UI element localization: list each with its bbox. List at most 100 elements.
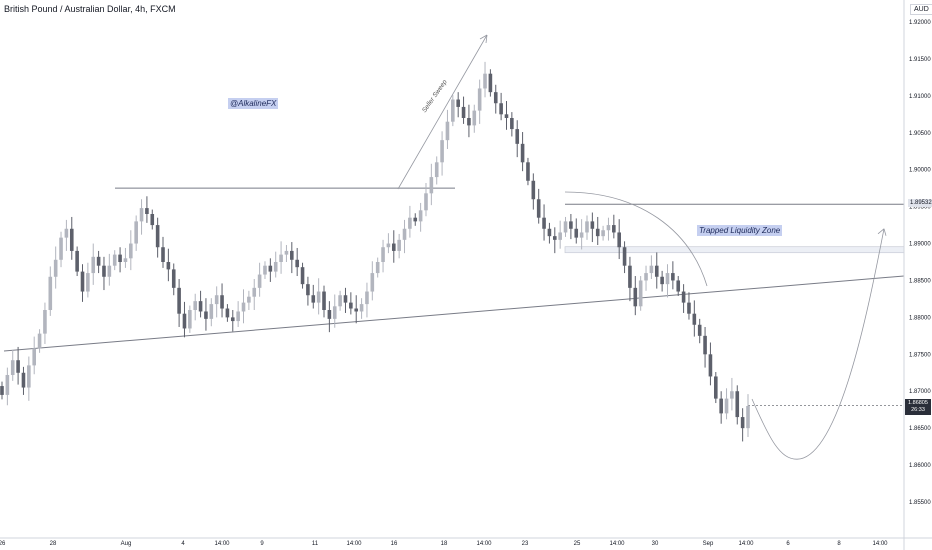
candle[interactable] [703, 326, 707, 368]
candle[interactable] [418, 202, 423, 232]
candle[interactable] [488, 69, 493, 97]
candle[interactable] [547, 222, 552, 244]
currency-badge[interactable]: AUD [910, 4, 932, 15]
candle[interactable] [617, 219, 621, 260]
time-axis[interactable]: 26 28 Aug 4 14:00 9 11 14:00 16 18 14:00 23 25 14:00 3… [0, 537, 932, 547]
candle[interactable] [69, 216, 74, 260]
candle[interactable] [493, 84, 498, 114]
candle[interactable] [193, 293, 198, 321]
candle[interactable] [268, 258, 273, 282]
candle[interactable] [332, 294, 337, 328]
candle[interactable] [531, 173, 536, 210]
candle[interactable] [0, 381, 4, 400]
candle[interactable] [354, 295, 359, 324]
candle[interactable] [526, 157, 530, 186]
candle[interactable] [273, 251, 278, 278]
candle[interactable] [295, 247, 299, 277]
candle[interactable] [601, 225, 605, 241]
candle[interactable] [123, 247, 128, 268]
candle[interactable] [595, 216, 600, 246]
candle[interactable] [338, 290, 342, 311]
candle[interactable] [37, 329, 42, 353]
candle[interactable] [43, 302, 47, 344]
candle[interactable] [214, 286, 219, 318]
candle[interactable] [397, 233, 401, 259]
candle[interactable] [27, 356, 31, 401]
candle[interactable] [370, 261, 375, 301]
candle[interactable] [483, 61, 487, 98]
candle[interactable] [579, 219, 584, 250]
candle[interactable] [687, 292, 691, 320]
candle[interactable] [59, 231, 63, 268]
candle[interactable] [612, 214, 616, 239]
candle[interactable] [746, 394, 750, 438]
candle[interactable] [472, 104, 477, 133]
candle[interactable] [349, 292, 353, 315]
candle[interactable] [204, 298, 208, 331]
candle[interactable] [102, 256, 106, 291]
candle[interactable] [467, 104, 471, 138]
candle[interactable] [220, 283, 224, 318]
candle[interactable] [139, 199, 144, 235]
candle[interactable] [247, 290, 251, 310]
candle[interactable] [225, 304, 230, 322]
candle[interactable] [692, 300, 697, 337]
candle[interactable] [408, 205, 412, 238]
candle[interactable] [504, 101, 509, 130]
candle[interactable] [536, 188, 541, 224]
candle[interactable] [32, 336, 37, 375]
candle[interactable] [359, 298, 364, 319]
candle[interactable] [713, 372, 718, 404]
candle[interactable] [155, 217, 160, 258]
candle[interactable] [91, 243, 96, 285]
candle[interactable] [16, 346, 20, 385]
candle[interactable] [665, 264, 670, 298]
candle[interactable] [5, 367, 10, 406]
candle[interactable] [145, 196, 149, 223]
candle[interactable] [150, 209, 155, 230]
candle[interactable] [510, 112, 514, 137]
candle[interactable] [451, 95, 455, 127]
candle[interactable] [21, 366, 26, 395]
candle[interactable] [252, 278, 257, 310]
candle[interactable] [134, 215, 138, 251]
candle[interactable] [171, 263, 176, 296]
candle[interactable] [654, 252, 659, 289]
candle[interactable] [660, 270, 664, 292]
candle[interactable] [182, 301, 187, 338]
candle[interactable] [112, 250, 117, 271]
candle[interactable] [343, 287, 348, 313]
candle[interactable] [381, 239, 385, 273]
candle[interactable] [402, 219, 407, 254]
candle[interactable] [574, 218, 579, 244]
candle[interactable] [311, 284, 316, 309]
candle[interactable] [724, 388, 729, 420]
candle[interactable] [316, 278, 321, 315]
candle[interactable] [628, 256, 632, 302]
candle[interactable] [279, 241, 283, 274]
candle-series[interactable] [0, 61, 750, 442]
candle[interactable] [606, 217, 611, 241]
candle[interactable] [257, 262, 262, 297]
candle[interactable] [585, 215, 589, 240]
candle[interactable] [75, 246, 79, 277]
candle[interactable] [499, 92, 503, 121]
candle[interactable] [391, 230, 396, 263]
candle[interactable] [209, 298, 214, 327]
candle[interactable] [177, 278, 181, 327]
candle[interactable] [96, 250, 101, 274]
candle[interactable] [284, 245, 289, 262]
candle[interactable] [161, 236, 165, 268]
candle[interactable] [477, 79, 482, 124]
candle[interactable] [520, 132, 525, 172]
candle[interactable] [327, 301, 332, 333]
candle[interactable] [365, 282, 369, 318]
candle[interactable] [681, 284, 686, 313]
candle[interactable] [48, 266, 53, 316]
candle[interactable] [53, 246, 58, 289]
candle[interactable] [569, 214, 573, 240]
candle[interactable] [552, 227, 557, 254]
candle[interactable] [64, 219, 69, 251]
candle[interactable] [166, 248, 171, 282]
candle[interactable] [461, 96, 466, 124]
